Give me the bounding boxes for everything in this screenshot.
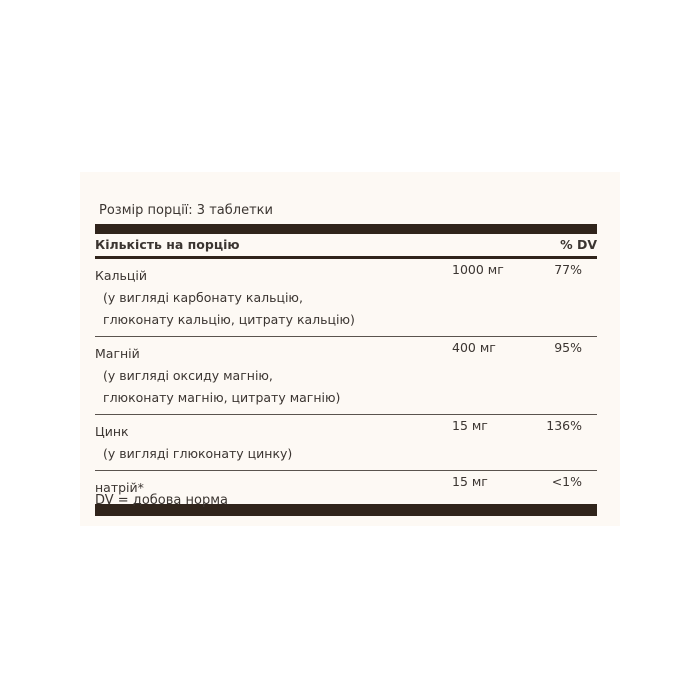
bottom-divider — [95, 504, 597, 516]
nutrient-dv: 136% — [546, 418, 582, 433]
nutrient-amount: 400 мг — [452, 340, 496, 355]
nutrient-source: (у вигляді глюконату цинку) — [103, 446, 293, 461]
amount-per-serving-label: Кількість на порцію — [95, 237, 240, 252]
nutrient-source: (у вигляді оксиду магнію, — [103, 368, 273, 383]
nutrient-source: глюконату кальцію, цитрату кальцію) — [103, 312, 355, 327]
footnote: DV = добова норма — [95, 493, 228, 508]
nutrient-source: глюконату магнію, цитрату магнію) — [103, 390, 341, 405]
table-header: Кількість на порцію % DV — [95, 234, 597, 259]
table-row: натрій* 15 мг <1% — [95, 471, 597, 504]
nutrient-amount: 15 мг — [452, 474, 488, 489]
table-row: Магній (у вигляді оксиду магнію, глюконату… — [95, 337, 597, 415]
nutrient-name: натрій* — [95, 480, 144, 495]
supplement-facts-table: Кількість на порцію % DV Кальцій (у вигля… — [95, 224, 597, 516]
table-row: Цинк (у вигляді глюконату цинку) 15 мг 136… — [95, 415, 597, 471]
nutrient-source: (у вигляді карбонату кальцію, — [103, 290, 303, 305]
nutrient-name: Магній — [95, 346, 140, 361]
dv-label: % DV — [560, 237, 597, 252]
nutrient-name: Кальцій — [95, 268, 147, 283]
serving-size: Розмір порції: 3 таблетки — [99, 203, 273, 218]
top-divider — [95, 224, 597, 234]
table-row: Кальцій (у вигляді карбонату кальцію, глюк… — [95, 259, 597, 337]
nutrient-name: Цинк — [95, 424, 129, 439]
nutrient-amount: 1000 мг — [452, 262, 504, 277]
nutrient-dv: 95% — [554, 340, 582, 355]
nutrient-dv: <1% — [551, 474, 582, 489]
nutrient-dv: 77% — [554, 262, 582, 277]
nutrient-amount: 15 мг — [452, 418, 488, 433]
